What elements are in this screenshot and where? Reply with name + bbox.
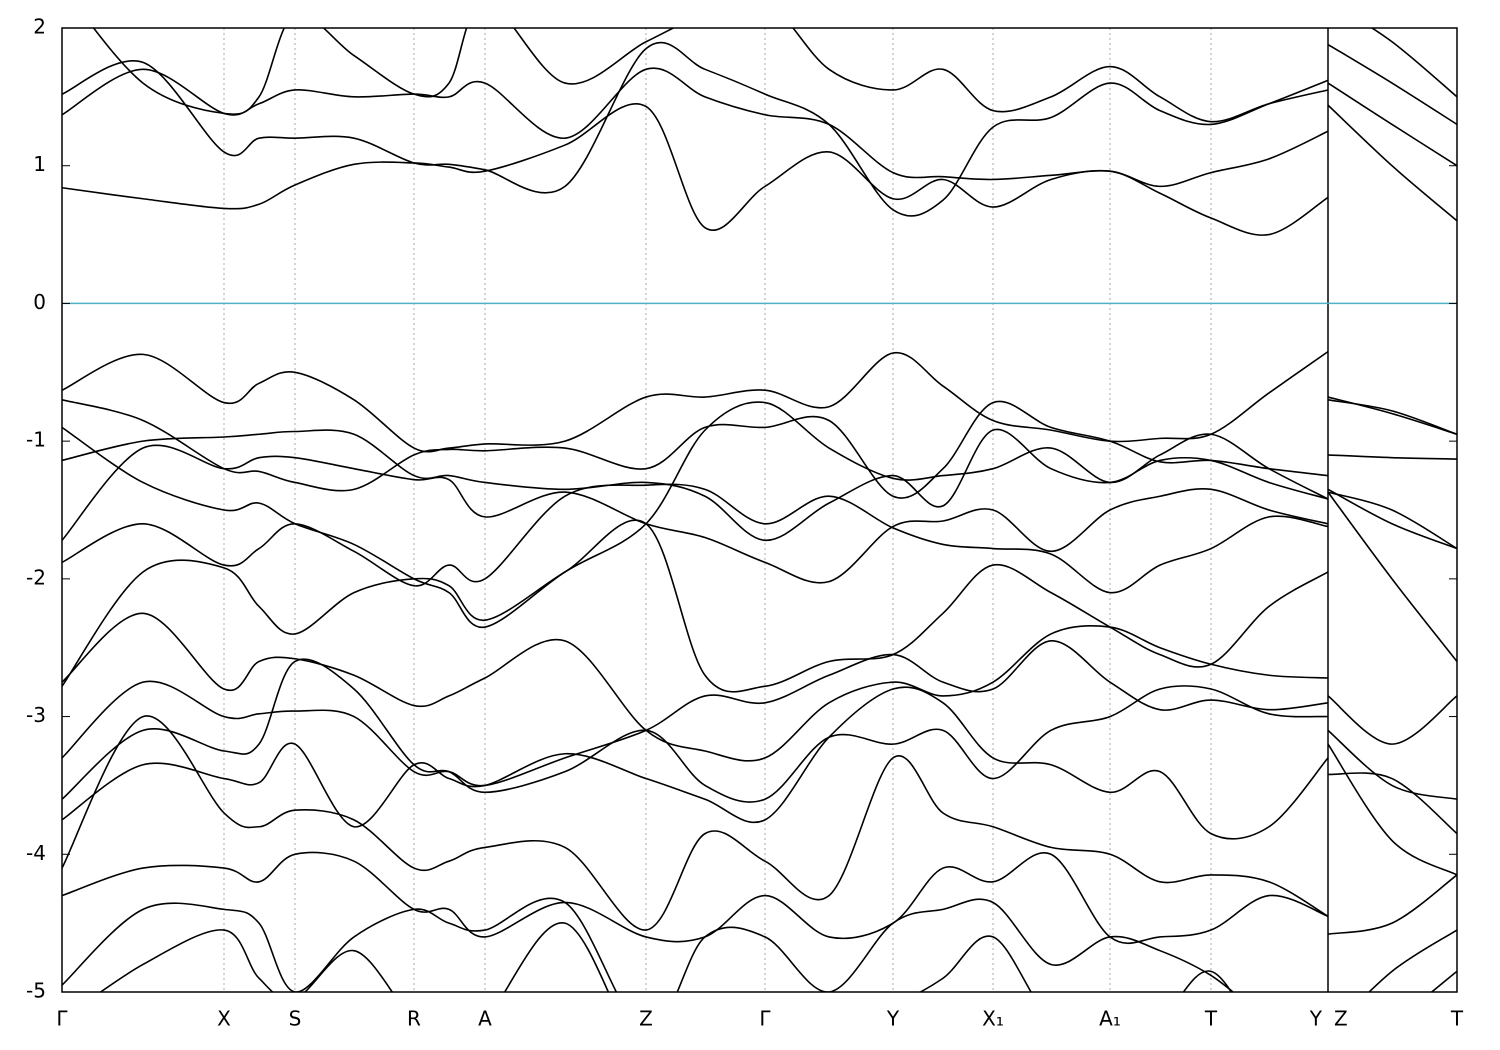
band — [62, 483, 1457, 662]
band — [62, 41, 1457, 217]
y-tick-label: -3 — [26, 703, 46, 727]
x-tick-label: X₁ — [982, 1007, 1004, 1031]
x-tick-label: Z — [639, 1007, 653, 1031]
band — [62, 350, 1457, 453]
x-tick-label: T — [1450, 1007, 1464, 1031]
x-tick-label: R — [407, 1007, 421, 1031]
x-tick-label: X — [217, 1007, 231, 1031]
band — [62, 444, 1457, 584]
grid — [61, 28, 1458, 992]
band — [62, 519, 1457, 745]
y-tick-label: 0 — [33, 290, 46, 314]
band — [62, 103, 1457, 236]
y-tick-label: -5 — [26, 979, 46, 1003]
x-tick-label: Y — [886, 1007, 900, 1031]
band — [62, 640, 1457, 876]
band — [62, 715, 1457, 992]
x-tick-label: Y — [1309, 1007, 1323, 1031]
x-tick-label: T — [1204, 1007, 1218, 1031]
band — [99, 922, 1233, 992]
x-tick-label: Z — [1334, 1007, 1348, 1031]
band — [62, 612, 1457, 835]
plot-frame — [61, 27, 1458, 993]
band — [62, 897, 1235, 992]
y-tick-label: -1 — [26, 428, 46, 452]
band — [62, 658, 1457, 803]
band — [62, 686, 1457, 935]
y-tick-label: -4 — [26, 841, 46, 865]
y-tick-label: -2 — [26, 565, 46, 589]
x-tick-label: A₁ — [1099, 1007, 1121, 1031]
y-tick-label: 1 — [33, 152, 46, 176]
y-tick-label: 2 — [33, 15, 46, 39]
x-tick-label: S — [289, 1007, 302, 1031]
band — [62, 67, 1457, 188]
band — [92, 28, 1457, 123]
bands — [62, 28, 1457, 992]
x-tick-label: Γ — [759, 1007, 771, 1031]
band — [62, 399, 1457, 499]
x-tick-label: A — [478, 1007, 492, 1031]
x-tick-label: Γ — [56, 1007, 68, 1031]
band — [62, 428, 1457, 550]
labels: 210-1-2-3-4-5Γ X S R A Z Γ Y X₁ A₁ T Y Z T — [26, 15, 1464, 1031]
band — [62, 401, 1457, 628]
